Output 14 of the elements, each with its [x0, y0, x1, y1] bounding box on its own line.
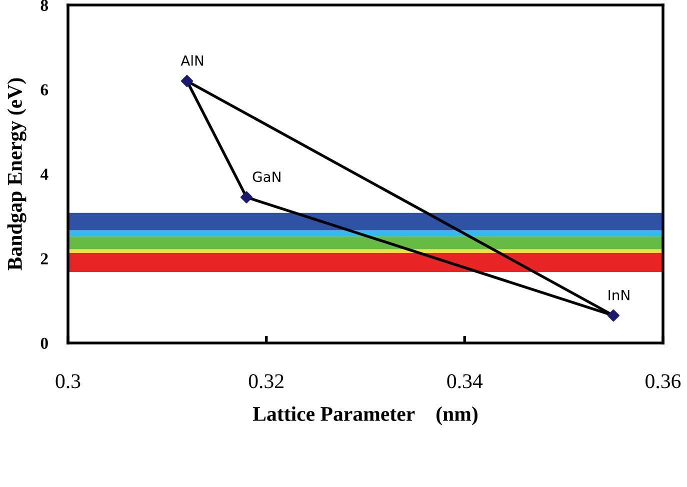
annotation: GaN: [252, 172, 280, 182]
annotation: AlN: [180, 55, 204, 66]
x-tick-label: 0.36: [646, 374, 681, 388]
y-tick-label: 6: [40, 84, 48, 96]
x-tick-label: 0.3: [56, 374, 80, 388]
y-tick-label: 4: [40, 168, 48, 180]
annotation: InN: [608, 290, 630, 300]
y-axis-title: Bandgap Energy (eV): [7, 78, 26, 270]
y-tick-label: 8: [40, 0, 48, 11]
x-tick-label: 0.32: [248, 374, 284, 388]
x-axis-title: Lattice Parameter (nm): [252, 406, 478, 426]
x-tick-label: 0.34: [447, 374, 483, 388]
y-tick-label: 2: [40, 253, 48, 264]
y-tick-label: 0: [40, 338, 48, 349]
